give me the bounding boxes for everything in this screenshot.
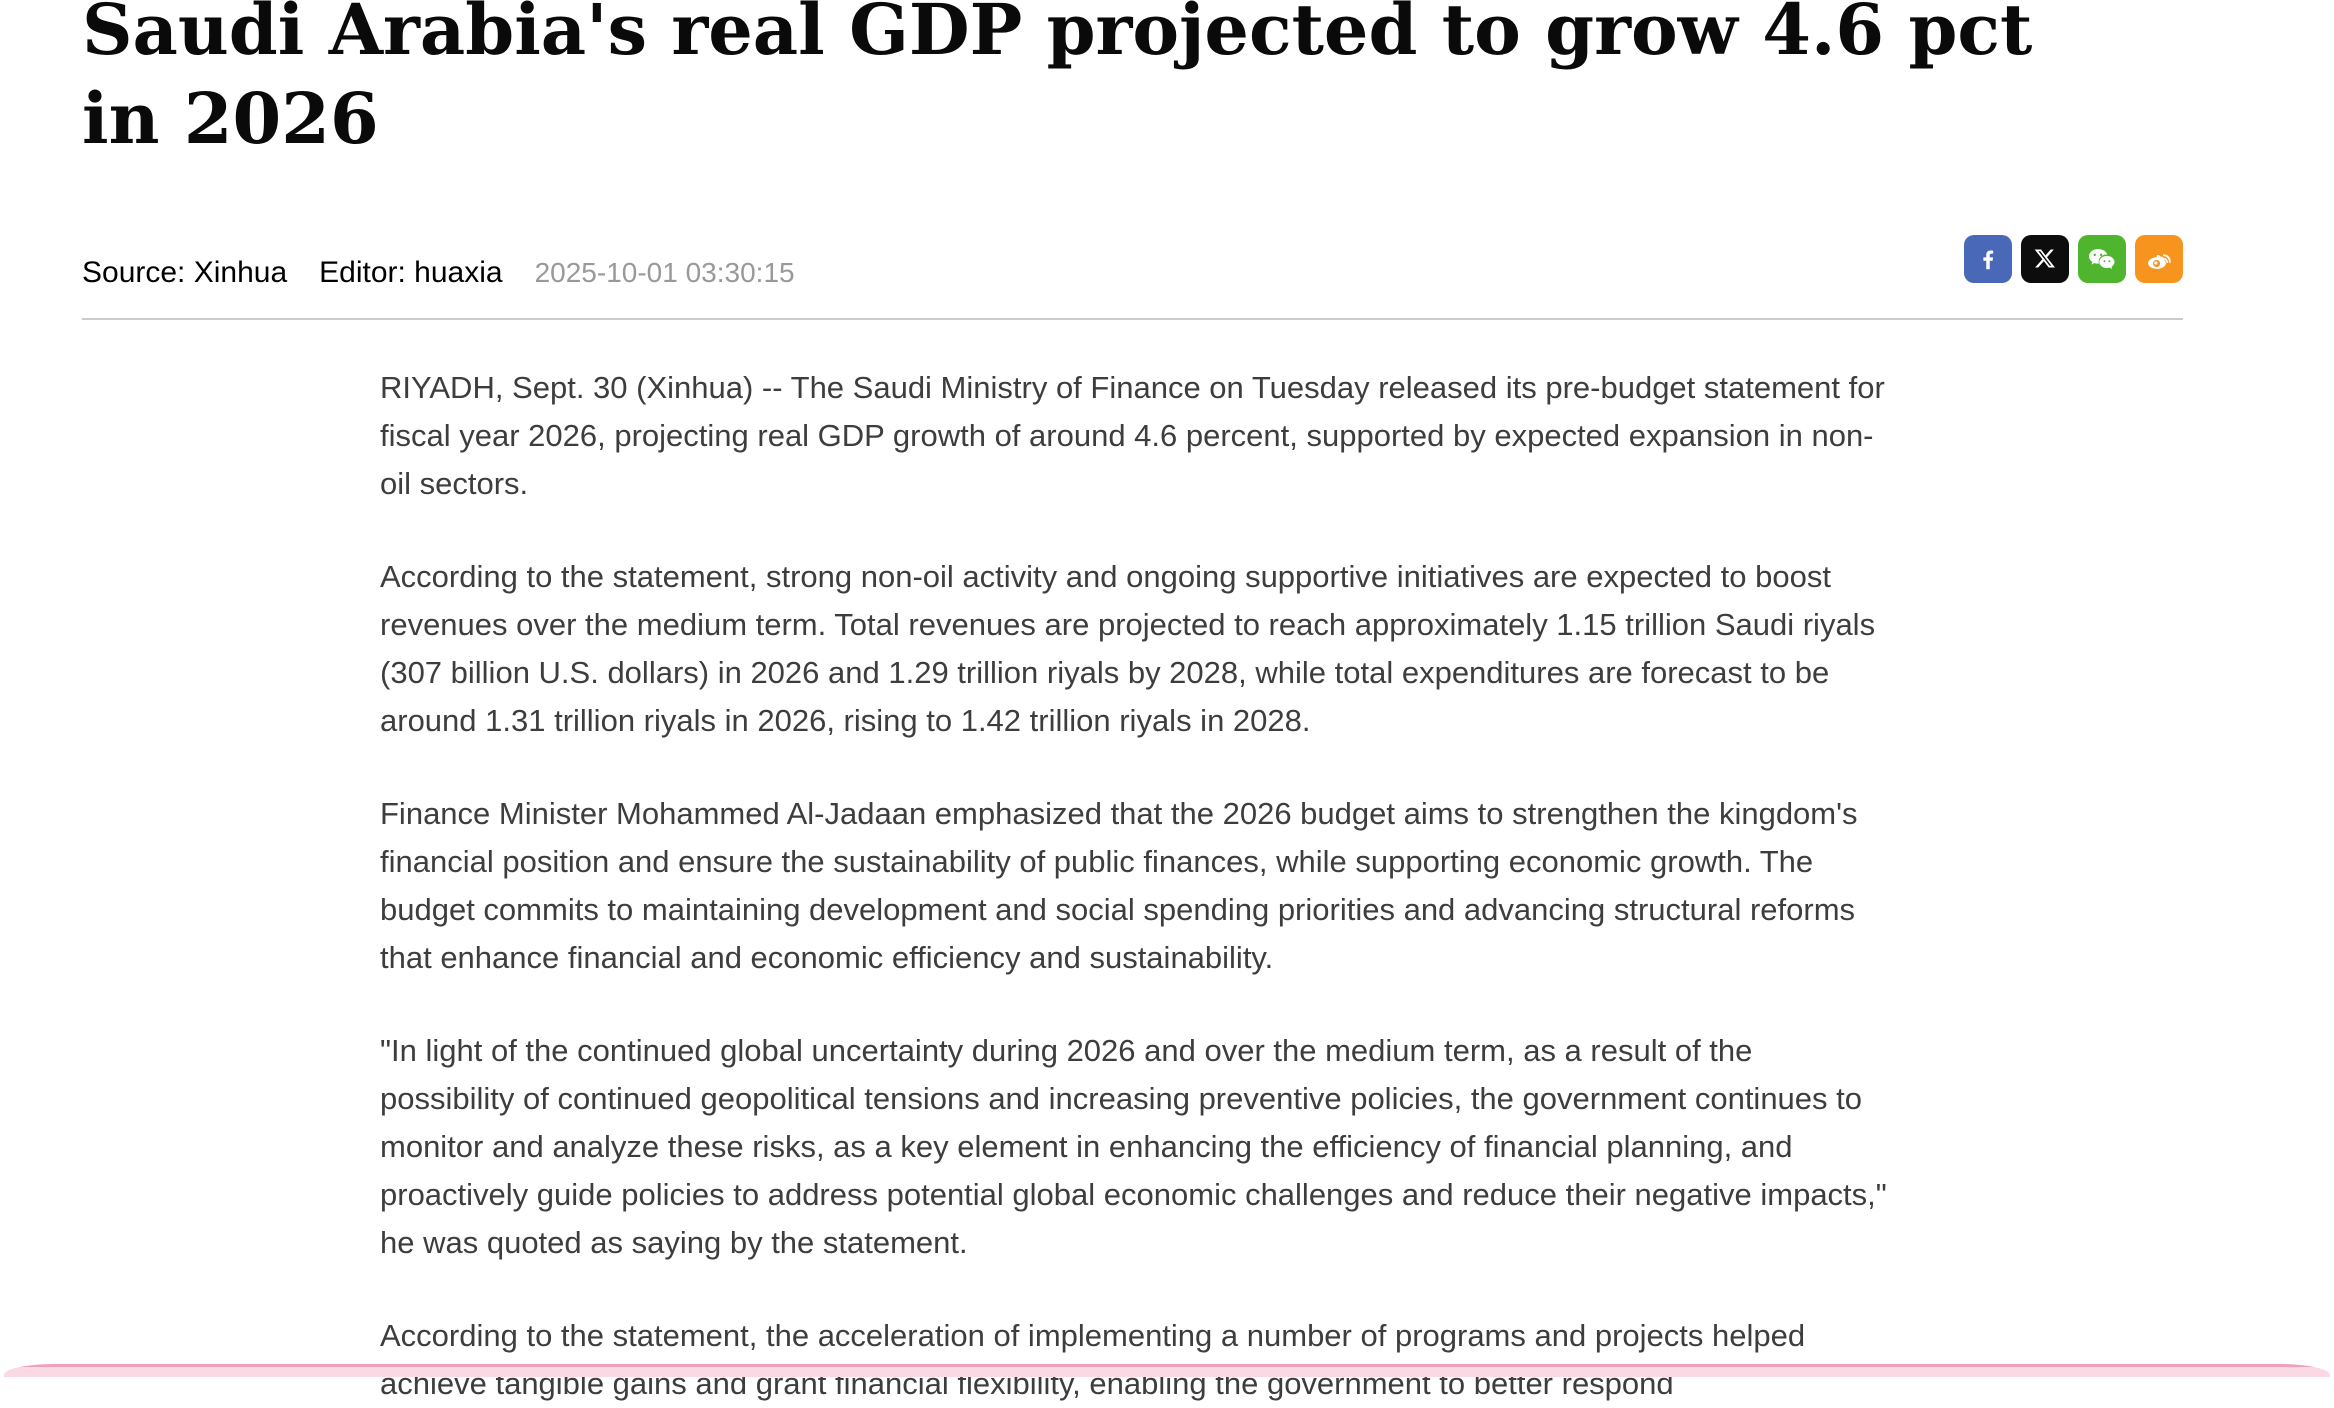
article-meta: Source: Xinhua Editor: huaxia 2025-10-01… <box>82 253 2183 293</box>
article-body: RIYADH, Sept. 30 (Xinhua) -- The Saudi M… <box>380 364 1890 1408</box>
wechat-icon <box>2087 246 2117 272</box>
x-icon <box>2033 247 2057 271</box>
page-title-line-2: in 2026 <box>82 77 379 160</box>
share-weibo-button[interactable] <box>2135 235 2183 283</box>
article-source: Source: Xinhua <box>82 256 288 289</box>
article-header: Saudi Arabia's real GDP projected to gro… <box>82 0 2183 293</box>
article-timestamp: 2025-10-01 03:30:15 <box>534 257 795 288</box>
article-paragraph: Finance Minister Mohammed Al-Jadaan emph… <box>380 796 1858 975</box>
article-editor: Editor: huaxia <box>319 256 503 289</box>
page-title-line-1: Saudi Arabia's real GDP projected to gro… <box>82 0 2033 71</box>
article-paragraph: According to the statement, the accelera… <box>380 1318 1806 1401</box>
share-x-button[interactable] <box>2021 235 2069 283</box>
weibo-icon <box>2144 246 2174 272</box>
share-facebook-button[interactable] <box>1964 235 2012 283</box>
article-paragraph: RIYADH, Sept. 30 (Xinhua) -- The Saudi M… <box>380 370 1885 501</box>
share-wechat-button[interactable] <box>2078 235 2126 283</box>
article-paragraph: According to the statement, strong non-o… <box>380 559 1876 738</box>
header-divider <box>82 318 2183 320</box>
facebook-icon <box>1975 246 2001 272</box>
share-buttons <box>1964 235 2183 283</box>
bottom-banner-edge <box>4 1364 2330 1377</box>
article-paragraph: "In light of the continued global uncert… <box>380 1033 1887 1260</box>
page-title: Saudi Arabia's real GDP projected to gro… <box>82 0 2183 163</box>
